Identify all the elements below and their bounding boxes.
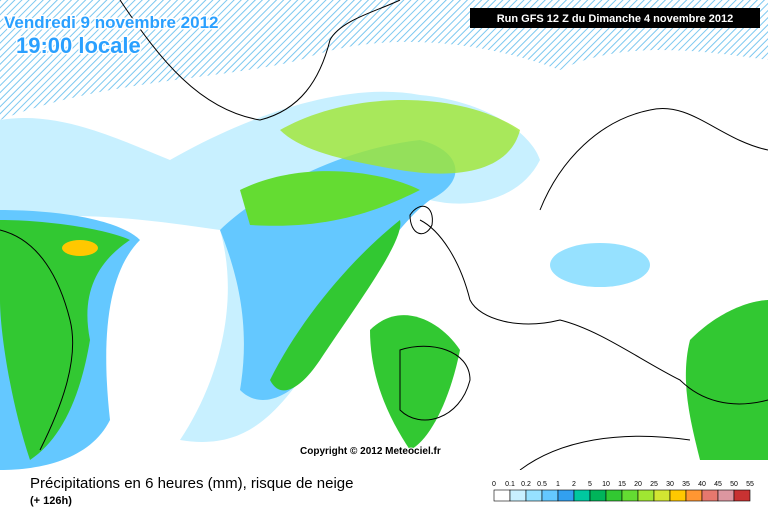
legend-label: 2 [572,481,576,488]
coastline [419,219,768,405]
precip-band [685,300,768,460]
coastline [519,435,691,471]
legend-swatch [589,489,607,502]
legend-label: 15 [618,481,626,488]
run-box [470,8,760,28]
snow-area [0,0,768,120]
legend-label: 0.2 [521,481,531,488]
precip-band [370,315,460,450]
precip-band [240,171,420,226]
legend: 0 0.1 0.2 0.5 1 2 5 10 15 20 25 30 35 40 45 50 55 [492,481,754,502]
run-label: Run GFS 12 Z du Dimanche 4 novembre 2012 [497,13,734,25]
legend-label: 40 [698,481,706,488]
legend-swatch [557,489,575,502]
footer-lead: (+ 126h) [30,495,72,507]
legend-label: 1 [556,481,560,488]
legend-swatch [733,489,751,502]
coastline [0,229,74,451]
legend-label: 35 [682,481,690,488]
precip-band [270,220,401,391]
map [0,0,768,471]
copyright: Copyright © 2012 Meteociel.fr [300,446,441,457]
precip-band [0,220,130,460]
legend-label: 10 [602,481,610,488]
date-title: Vendredi 9 novembre 2012 [4,13,219,32]
legend-label: 0.5 [537,481,547,488]
legend-swatch [573,489,591,502]
legend-label: 0 [492,481,496,488]
precip-band [280,100,520,174]
coastline [399,345,471,421]
precip-heavy [62,240,98,256]
legend-swatch [685,489,703,502]
precip-light [550,243,650,287]
legend-label: 5 [588,481,592,488]
legend-swatch [509,489,527,502]
legend-swatch [525,489,543,502]
legend-swatch [541,489,559,502]
legend-label: 30 [666,481,674,488]
footer-title: Précipitations en 6 heures (mm), risque … [30,475,354,492]
legend-label: 0.1 [505,481,515,488]
legend-label: 25 [650,481,658,488]
legend-swatch [637,489,655,502]
legend-swatch [669,489,687,502]
legend-swatch [701,489,719,502]
coastline [539,107,768,211]
legend-label: 55 [746,481,754,488]
legend-swatch [605,489,623,502]
legend-label: 20 [634,481,642,488]
legend-swatch [717,489,735,502]
legend-label: 45 [714,481,722,488]
coastline [409,205,433,235]
legend-swatch [653,489,671,502]
legend-swatch [493,489,511,502]
coastline [119,0,401,121]
time-title: 19:00 locale [16,33,141,58]
legend-label: 50 [730,481,738,488]
legend-swatch [621,489,639,502]
